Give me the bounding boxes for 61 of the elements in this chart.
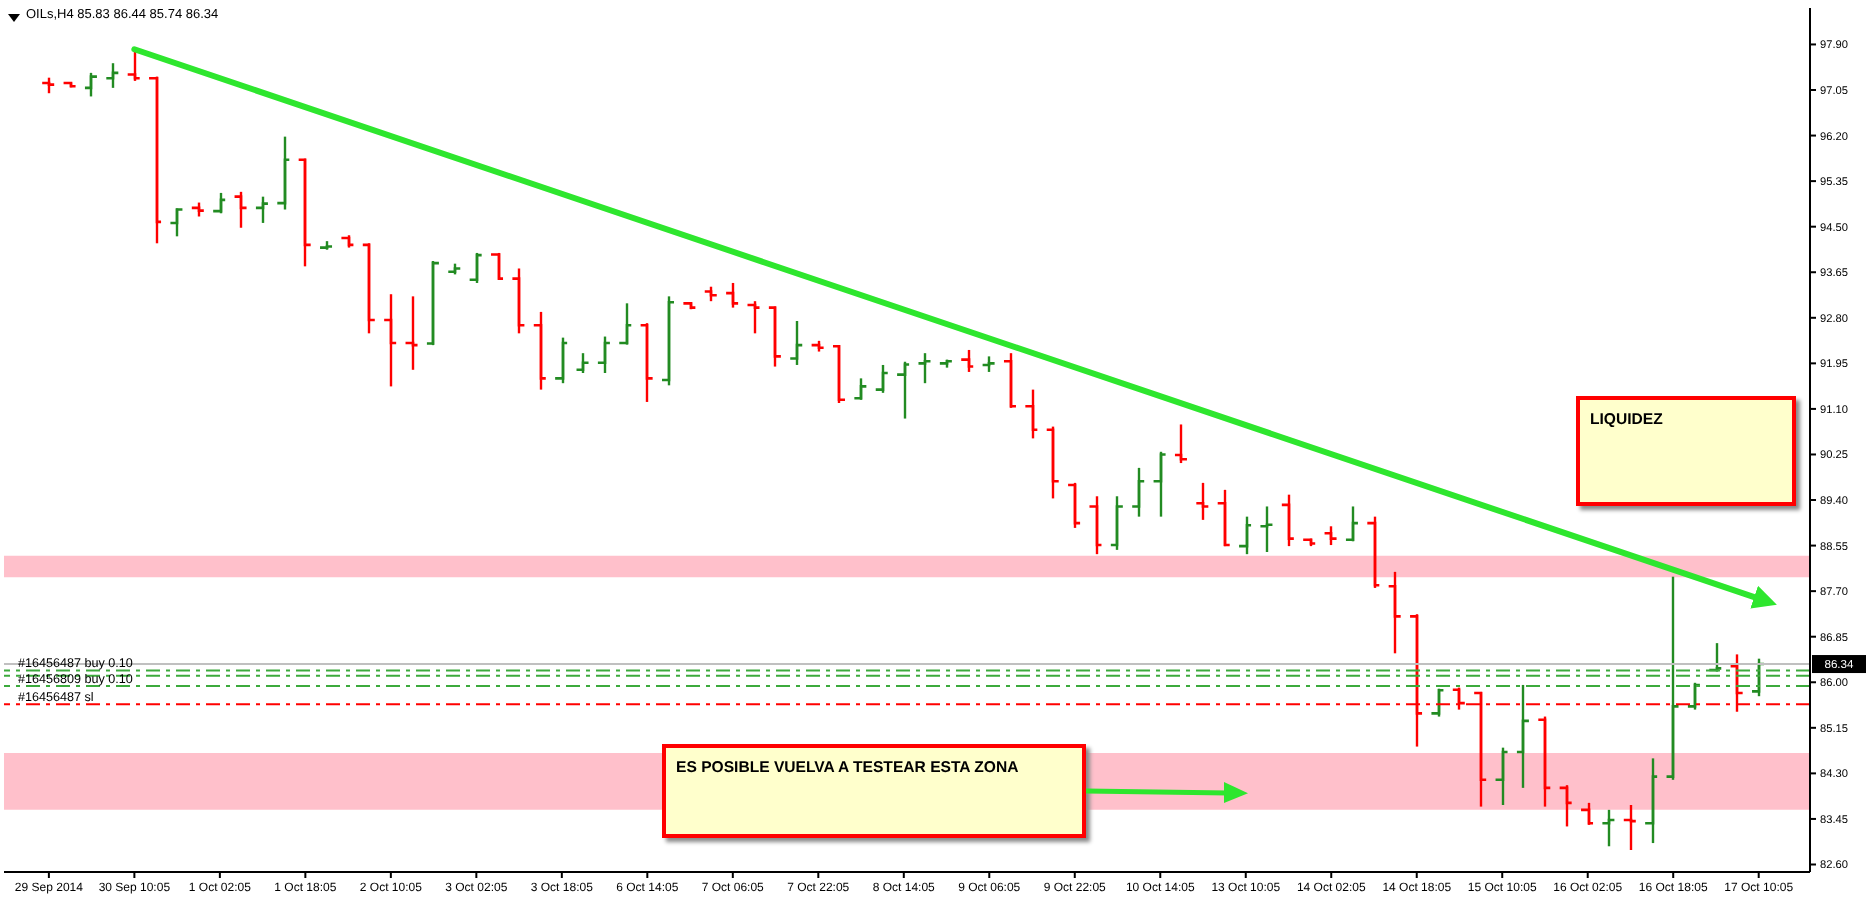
candlestick bbox=[254, 195, 270, 225]
candlestick bbox=[1152, 450, 1167, 518]
candlestick bbox=[511, 267, 526, 335]
candlestick bbox=[1045, 425, 1061, 500]
candlestick bbox=[1536, 715, 1552, 808]
candlestick bbox=[553, 336, 569, 385]
candlestick bbox=[895, 360, 911, 420]
candlestick bbox=[169, 207, 184, 238]
candlestick bbox=[1066, 481, 1082, 530]
candlestick bbox=[233, 190, 248, 229]
candlestick bbox=[1579, 801, 1595, 827]
candlestick bbox=[1002, 351, 1018, 410]
candlestick bbox=[596, 335, 612, 375]
candlestick bbox=[1601, 808, 1616, 848]
candlestick bbox=[1430, 687, 1445, 718]
candlestick bbox=[1173, 423, 1189, 465]
candlestick bbox=[1750, 657, 1766, 698]
candlestick bbox=[767, 305, 783, 368]
candlestick bbox=[575, 351, 590, 375]
candlestick bbox=[211, 191, 227, 215]
candlestick bbox=[1130, 466, 1146, 518]
candlestick bbox=[660, 295, 676, 387]
candlestick bbox=[788, 319, 804, 367]
candlestick bbox=[276, 135, 291, 211]
candlestick bbox=[1280, 493, 1296, 548]
candlestick bbox=[917, 351, 932, 385]
candlestick bbox=[639, 321, 654, 404]
candlestick bbox=[1216, 488, 1231, 548]
candlestick bbox=[1686, 681, 1702, 711]
candlestick bbox=[831, 343, 847, 405]
candlestick bbox=[489, 251, 505, 281]
candlestick bbox=[724, 281, 740, 309]
candlestick bbox=[126, 48, 141, 83]
candlestick bbox=[147, 75, 163, 245]
candlestick bbox=[1088, 495, 1103, 556]
candlestick bbox=[297, 157, 312, 268]
candlestick bbox=[1494, 746, 1509, 807]
candlestick bbox=[1195, 481, 1210, 522]
candlestick bbox=[1259, 505, 1274, 554]
candlestick bbox=[532, 310, 548, 391]
candlestick bbox=[425, 259, 441, 347]
candlestick bbox=[853, 377, 868, 401]
candlestick bbox=[1366, 515, 1381, 590]
candlestick bbox=[382, 293, 398, 388]
candlestick bbox=[617, 302, 633, 346]
candlestick bbox=[1515, 683, 1531, 790]
candlestick bbox=[1109, 495, 1125, 552]
candlestick bbox=[1558, 783, 1573, 828]
candlestick bbox=[1237, 515, 1253, 556]
candlestick bbox=[1665, 575, 1680, 782]
candlestick bbox=[1643, 757, 1659, 845]
candlestick bbox=[83, 71, 99, 98]
candlestick bbox=[468, 251, 483, 285]
candlestick bbox=[361, 242, 377, 335]
candlestick bbox=[1323, 525, 1338, 547]
candlestick bbox=[105, 62, 120, 90]
candlestick bbox=[959, 348, 975, 374]
candlestick bbox=[1387, 570, 1402, 655]
candlestick bbox=[1024, 388, 1039, 440]
candlestick bbox=[1344, 505, 1360, 543]
candlestick bbox=[874, 363, 890, 395]
